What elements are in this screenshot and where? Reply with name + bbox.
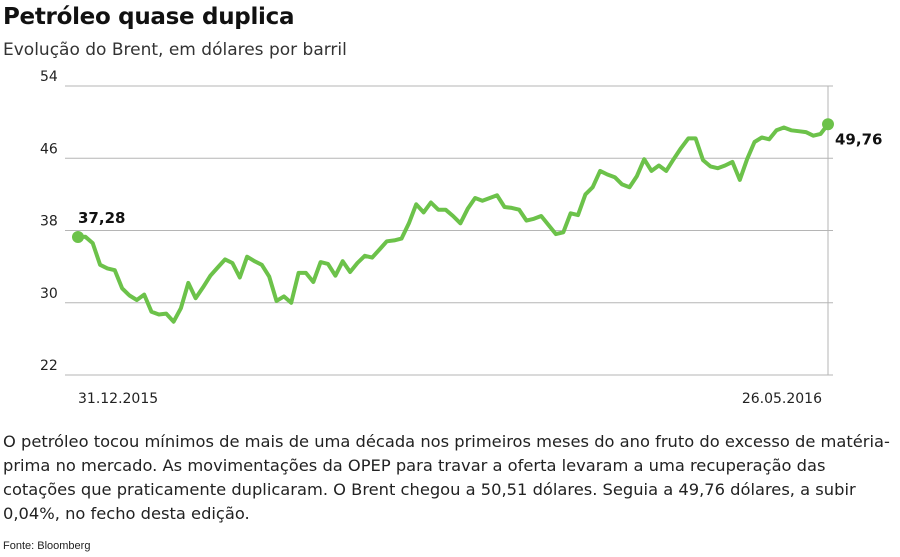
y-tick-label-46: 46 (40, 141, 58, 157)
source-note: Fonte: Bloomberg (3, 540, 91, 552)
y-tick-label-54: 54 (40, 69, 58, 85)
brent-series-line (76, 122, 830, 324)
chart-description: O petróleo tocou mínimos de mais de uma … (3, 432, 890, 523)
y-tick-label-30: 30 (40, 286, 58, 302)
chart-subtitle: Evolução do Brent, em dólares por barril (3, 40, 347, 60)
y-tick-label-22: 22 (40, 358, 58, 374)
start-point (72, 231, 84, 244)
brent-line-chart: 22 30 38 46 54 37,28 49,76 31.12.2015 26.05.2016 (40, 69, 882, 407)
start-value-label: 37,28 (78, 209, 125, 227)
end-point (822, 118, 834, 131)
end-value-label: 49,76 (835, 130, 882, 148)
x-end-label: 26.05.2016 (742, 391, 822, 407)
x-start-label: 31.12.2015 (78, 391, 158, 407)
chart-title: Petróleo quase duplica (3, 4, 295, 30)
y-tick-label-38: 38 (40, 214, 58, 230)
